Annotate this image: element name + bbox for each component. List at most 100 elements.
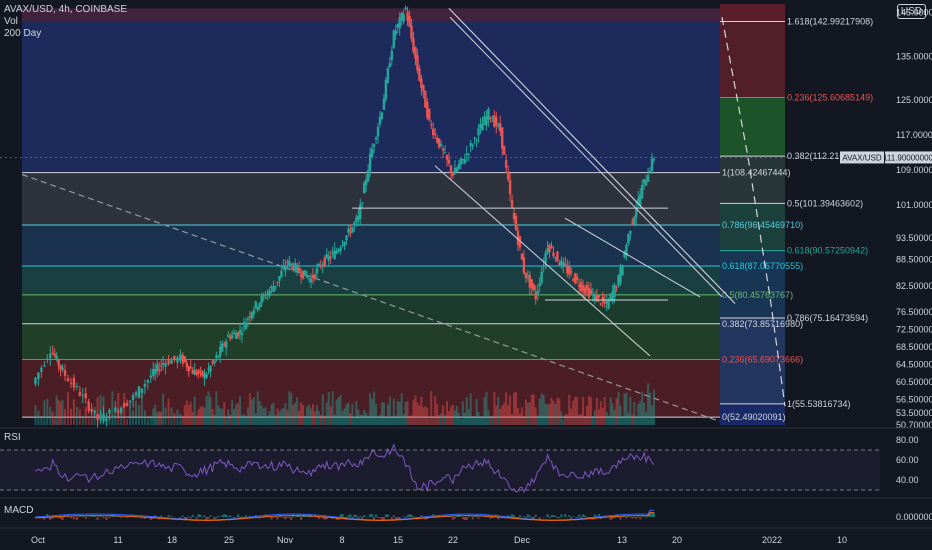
volume-bar <box>536 415 539 425</box>
volume-bar <box>554 404 557 425</box>
y-tick-label: 56.50000000 <box>896 395 932 405</box>
candle-body <box>437 138 441 148</box>
candle-body <box>524 272 528 278</box>
volume-bar <box>633 402 636 425</box>
volume-bar <box>359 414 362 425</box>
candle-body <box>69 382 73 384</box>
candle-body <box>585 285 589 290</box>
candle-body <box>230 334 234 338</box>
macd-hist-bar <box>126 517 129 518</box>
volume-bar <box>300 402 303 425</box>
candle-body <box>501 127 504 149</box>
volume-bar <box>562 418 565 425</box>
volume-bar <box>120 408 123 425</box>
candle-body <box>611 291 614 302</box>
macd-hist-bar <box>518 515 521 517</box>
macd-hist-bar <box>613 517 616 518</box>
candle-body <box>601 296 604 302</box>
volume-bar <box>501 405 504 425</box>
candle-body <box>102 413 105 422</box>
candle-body <box>93 410 96 413</box>
rsi-line <box>35 443 655 494</box>
candle-body <box>161 363 165 365</box>
fib-ext-label: 0.618(90.57250942) <box>787 246 868 256</box>
volume-bar <box>546 404 549 425</box>
macd-hist-bar <box>578 514 581 517</box>
candle-body <box>355 217 358 222</box>
macd-hist-bar <box>341 514 344 517</box>
candle-body <box>209 366 212 372</box>
candle-body <box>199 369 202 371</box>
currency-button[interactable]: USD <box>896 4 926 19</box>
volume-bar <box>34 405 37 425</box>
candle-body <box>317 263 321 267</box>
volume-bar <box>311 404 314 425</box>
candle-body <box>78 391 82 396</box>
macd-hist-bar <box>580 517 583 519</box>
volume-bar <box>286 409 289 425</box>
volume-bar <box>643 402 646 425</box>
volume-bar <box>158 411 161 425</box>
macd-hist-bar <box>363 515 366 517</box>
candle-body <box>120 407 123 413</box>
volume-bar <box>225 416 228 425</box>
macd-hist-bar <box>491 517 494 519</box>
macd-hist-bar <box>582 514 585 517</box>
volume-bar <box>625 392 628 425</box>
volume-bar <box>363 409 366 425</box>
candle-body <box>311 275 315 279</box>
candle-body <box>368 153 372 171</box>
volume-bar <box>639 400 642 425</box>
macd-hist-bar <box>530 517 533 519</box>
candle-body <box>650 158 654 171</box>
y-tick-label: 135.00000000 <box>896 51 932 61</box>
candle-body <box>637 198 640 203</box>
candle-body <box>477 128 480 136</box>
volume-bar <box>227 409 230 425</box>
volume-bar <box>294 402 297 425</box>
macd-hist-bar <box>534 514 537 517</box>
candle-body <box>232 332 236 334</box>
candle-body <box>349 231 352 234</box>
candle-body <box>410 25 413 39</box>
candle-body <box>183 356 187 362</box>
macd-hist-bar <box>449 516 452 517</box>
volume-bar <box>81 415 84 425</box>
candle-body <box>522 257 526 274</box>
macd-hist-bar <box>639 517 642 520</box>
candle-body <box>532 284 535 291</box>
macd-hist-bar <box>105 517 108 520</box>
candle-body <box>117 410 120 413</box>
macd-hist-bar <box>237 514 240 517</box>
volume-bar <box>635 418 638 425</box>
macd-hist-bar <box>351 517 354 519</box>
volume-bar <box>351 403 354 425</box>
macd-hist-bar <box>552 515 555 517</box>
volume-bar <box>574 396 577 425</box>
ma-label: 200 Day <box>4 28 42 39</box>
volume-bar <box>631 414 634 425</box>
macd-hist-bar <box>191 514 194 517</box>
macd-hist-bar <box>507 515 510 517</box>
candle-body <box>40 367 43 372</box>
macd-hist-bar <box>325 517 328 520</box>
candle-body <box>430 124 433 126</box>
candle-body <box>538 283 541 286</box>
candle-body <box>327 255 330 261</box>
candle-body <box>566 267 569 274</box>
candle-body <box>504 160 508 168</box>
volume-bar <box>167 398 170 425</box>
volume-bar <box>339 394 342 425</box>
volume-bar <box>367 415 370 425</box>
candle-body <box>236 332 240 337</box>
candle-body <box>432 128 435 136</box>
macd-hist-bar <box>548 517 551 519</box>
macd-hist-bar <box>522 516 525 517</box>
macd-hist-bar <box>43 517 46 520</box>
volume-bar <box>509 395 512 425</box>
macd-hist-bar <box>213 517 216 520</box>
candle-body <box>607 299 610 309</box>
fib-band <box>22 294 720 324</box>
macd-hist-bar <box>120 517 123 518</box>
